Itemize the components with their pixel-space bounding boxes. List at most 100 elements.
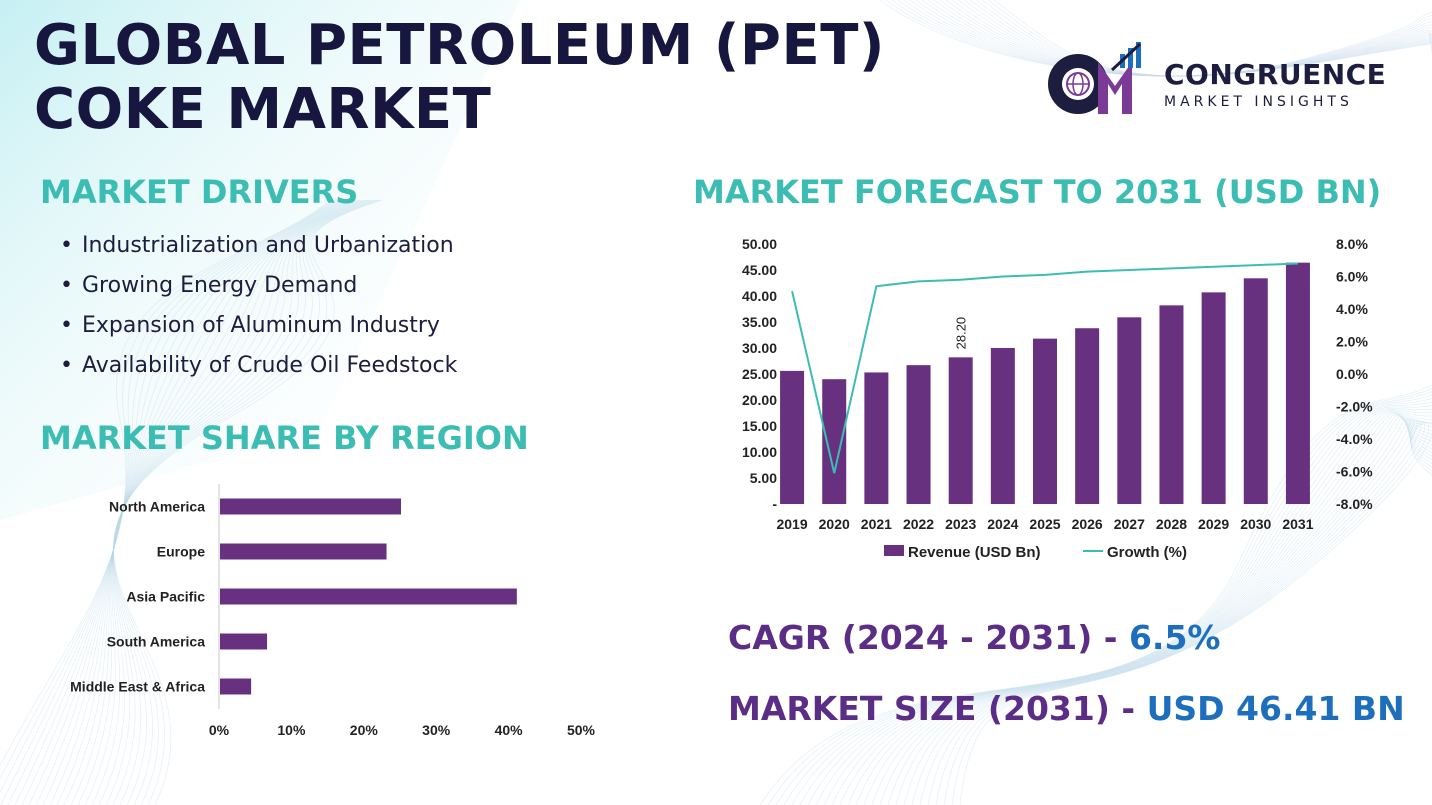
wave-line <box>895 416 1432 805</box>
driver-item: Expansion of Aluminum Industry <box>60 308 457 348</box>
region-label: Middle East & Africa <box>70 679 205 695</box>
revenue-bar <box>780 370 805 504</box>
wave-line <box>993 0 1432 77</box>
wave-line <box>921 0 1432 77</box>
driver-item: Industrialization and Urbanization <box>60 228 457 268</box>
driver-item: Growing Energy Demand <box>60 268 457 308</box>
forecast-x-tick: 2028 <box>1156 516 1187 532</box>
wave-line <box>945 0 1432 77</box>
cagr-value: 6.5% <box>1128 618 1221 657</box>
forecast-left-tick: 50.00 <box>742 236 777 252</box>
logo-wordmark: CONGRUENCE <box>1164 58 1387 91</box>
revenue-bar <box>1201 292 1226 504</box>
forecast-x-tick: 2026 <box>1072 516 1103 532</box>
region-x-tick: 0% <box>209 722 230 738</box>
forecast-left-tick: 10.00 <box>742 444 777 460</box>
revenue-bar <box>948 357 973 504</box>
forecast-x-tick: 2019 <box>776 516 807 532</box>
wave-line <box>951 0 1432 77</box>
wave-line <box>975 0 1432 77</box>
forecast-x-tick: 2023 <box>945 516 976 532</box>
wave-line <box>927 419 1432 805</box>
forecast-right-tick: 6.0% <box>1336 269 1368 285</box>
wave-line <box>815 407 1432 805</box>
wave-line <box>935 420 1432 805</box>
forecast-left-tick: 25.00 <box>742 366 777 382</box>
forecast-x-tick: 2020 <box>819 516 850 532</box>
wave-line <box>919 418 1432 805</box>
forecast-left-tick: 5.00 <box>750 470 777 486</box>
forecast-right-tick: -8.0% <box>1336 496 1373 512</box>
wave-line <box>959 422 1432 805</box>
wave-line <box>963 0 1432 77</box>
revenue-bar <box>1159 305 1184 504</box>
revenue-data-label: 28.20 <box>954 317 969 350</box>
wave-line <box>831 410 1432 805</box>
forecast-x-tick: 2031 <box>1282 516 1313 532</box>
forecast-heading: MARKET FORECAST TO 2031 (USD BN) <box>693 173 1382 211</box>
forecast-left-tick: 20.00 <box>742 392 777 408</box>
revenue-bar <box>1075 328 1100 504</box>
market-size-label: MARKET SIZE (2031) <box>728 689 1110 728</box>
forecast-x-tick: 2029 <box>1198 516 1229 532</box>
forecast-right-tick: 0.0% <box>1336 366 1368 382</box>
wave-line <box>885 0 1432 77</box>
legend-revenue-swatch <box>884 545 904 556</box>
cagr-label: CAGR (2024 - 2031) <box>728 618 1093 657</box>
forecast-x-tick: 2030 <box>1240 516 1271 532</box>
forecast-left-tick: 30.00 <box>742 340 777 356</box>
forecast-left-tick: 45.00 <box>742 262 777 278</box>
legend-revenue-label: Revenue (USD Bn) <box>908 544 1041 561</box>
region-label: North America <box>109 499 205 515</box>
forecast-right-tick: 2.0% <box>1336 334 1368 350</box>
wave-line <box>879 0 1432 77</box>
wave-line <box>903 0 1432 77</box>
forecast-x-tick: 2027 <box>1114 516 1145 532</box>
wave-line <box>871 414 1432 805</box>
drivers-heading: MARKET DRIVERS <box>40 173 359 211</box>
wave-line <box>775 391 1432 805</box>
forecast-right-tick: -2.0% <box>1336 399 1373 415</box>
wave-line <box>767 387 1432 805</box>
wave-line <box>823 409 1432 805</box>
region-bar <box>220 498 401 515</box>
market-size-separator: - <box>1109 689 1147 728</box>
logo-emblem-icon <box>1048 42 1142 114</box>
revenue-bar <box>822 379 847 504</box>
wave-line <box>847 412 1432 805</box>
wave-line <box>951 421 1432 805</box>
wave-line <box>915 0 1432 77</box>
revenue-bar <box>1285 262 1310 504</box>
wave-line <box>863 413 1432 805</box>
wave-line <box>879 415 1432 805</box>
wave-line <box>969 0 1432 77</box>
region-bar <box>220 633 268 650</box>
legend-growth-label: Growth (%) <box>1107 544 1187 561</box>
market-size-value: USD 46.41 BN <box>1146 689 1405 728</box>
brand-logo: CONGRUENCE MARKET INSIGHTS <box>1040 40 1400 120</box>
forecast-left-tick: 35.00 <box>742 314 777 330</box>
revenue-bar <box>990 348 1015 504</box>
wave-line <box>939 0 1432 77</box>
region-bar <box>220 588 517 605</box>
forecast-x-tick: 2024 <box>987 516 1018 532</box>
wave-line <box>911 418 1432 805</box>
market-size-stat: MARKET SIZE (2031) - USD 46.41 BN <box>728 689 1405 728</box>
wave-line <box>839 411 1432 805</box>
revenue-bar <box>906 365 931 504</box>
revenue-bar <box>1243 278 1268 504</box>
wave-line <box>759 384 1432 805</box>
wave-line <box>897 0 1432 77</box>
forecast-right-tick: -4.0% <box>1336 431 1373 447</box>
title-line-1: GLOBAL PETROLEUM (PET) <box>34 13 885 78</box>
page-title: GLOBAL PETROLEUM (PET) COKE MARKET <box>34 14 885 142</box>
wave-line <box>799 401 1432 805</box>
wave-line <box>887 416 1432 805</box>
wave-line <box>943 420 1432 805</box>
region-x-tick: 30% <box>422 722 451 738</box>
wave-line <box>807 405 1432 805</box>
region-label: South America <box>107 634 205 650</box>
wave-line <box>981 0 1432 77</box>
wave-line <box>891 0 1432 77</box>
